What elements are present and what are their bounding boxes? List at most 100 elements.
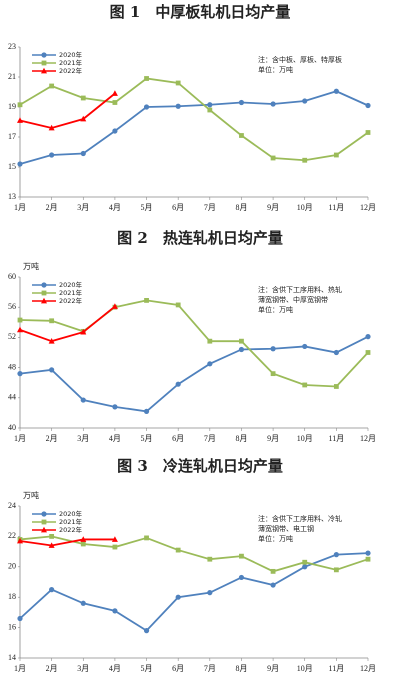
marker: [41, 526, 47, 533]
marker: [207, 107, 213, 113]
marker: [175, 80, 181, 86]
x-tick-label: 6月: [172, 664, 184, 673]
x-tick-label: 11月: [329, 664, 345, 673]
marker: [175, 547, 181, 553]
marker: [41, 282, 47, 288]
legend-label: 2020年: [59, 509, 83, 518]
y-tick-label: 16: [8, 622, 16, 631]
x-tick-label: 1月: [14, 203, 26, 212]
marker: [175, 103, 181, 109]
series-line: [19, 77, 369, 162]
marker: [41, 297, 47, 304]
y-tick-label: 17: [8, 132, 16, 141]
note: 注：含供下工序用料、热轧: [258, 285, 342, 294]
marker: [207, 338, 213, 344]
note: 单位：万吨: [258, 534, 293, 543]
x-tick-label: 2月: [46, 664, 58, 673]
note: 薄宽钢带、电工钢: [258, 524, 314, 533]
x-tick-label: 11月: [329, 203, 345, 212]
marker: [41, 511, 47, 517]
y-tick-label: 40: [8, 423, 16, 432]
x-tick-label: 6月: [172, 434, 184, 443]
marker: [239, 553, 244, 559]
marker: [41, 60, 47, 66]
y-tick-label: 14: [8, 653, 16, 662]
x-tick-label: 9月: [267, 203, 279, 212]
x-tick-label: 1月: [14, 664, 26, 673]
y-tick-label: 18: [8, 592, 16, 601]
y-axis-label: 万吨: [23, 490, 39, 500]
marker: [111, 303, 118, 309]
x-tick-label: 6月: [172, 203, 184, 212]
marker: [49, 587, 55, 593]
marker: [17, 117, 23, 123]
marker: [207, 102, 213, 108]
marker: [270, 371, 276, 377]
marker: [17, 102, 23, 108]
y-tick-label: 21: [8, 72, 16, 81]
series-line: [19, 92, 116, 129]
marker: [80, 328, 87, 335]
marker: [41, 67, 47, 74]
chart-title: 图 1 中厚板轧机日均产量: [110, 3, 291, 21]
marker: [144, 76, 149, 81]
marker: [238, 99, 245, 106]
y-tick-label: 52: [8, 332, 16, 341]
marker: [17, 317, 23, 323]
marker: [333, 152, 339, 158]
marker: [112, 544, 118, 550]
y-tick-label: 22: [8, 531, 16, 540]
marker: [49, 152, 55, 158]
x-tick-label: 9月: [267, 664, 279, 673]
marker: [302, 559, 308, 565]
marker: [144, 535, 149, 541]
marker: [80, 397, 86, 403]
marker: [238, 346, 245, 353]
marker: [270, 346, 276, 352]
marker: [48, 542, 55, 548]
marker: [207, 590, 213, 596]
x-tick-label: 4月: [109, 664, 121, 673]
marker: [49, 367, 55, 373]
marker: [80, 600, 86, 606]
x-tick-label: 10月: [297, 664, 313, 673]
y-tick-label: 20: [8, 562, 16, 571]
y-tick-label: 24: [8, 501, 16, 510]
marker: [17, 537, 23, 544]
marker: [80, 95, 86, 101]
note: 注：含中板、厚板、特厚板: [258, 55, 342, 64]
marker: [270, 568, 276, 574]
legend-label: 2021年: [59, 288, 83, 297]
marker: [143, 408, 150, 414]
series-line: [19, 299, 369, 388]
marker: [112, 404, 118, 410]
marker: [143, 628, 150, 634]
marker: [112, 128, 118, 134]
chart-title: 图 3 冷连轧机日均产量: [117, 457, 283, 475]
x-tick-label: 1月: [14, 434, 26, 443]
note: 注：含供下工序用料、冷轧: [258, 514, 342, 523]
x-tick-label: 9月: [267, 434, 279, 443]
x-tick-label: 7月: [204, 664, 216, 673]
marker: [302, 98, 308, 104]
marker: [302, 382, 308, 388]
y-tick-label: 19: [8, 102, 16, 111]
x-tick-label: 12月: [360, 664, 376, 673]
y-tick-label: 60: [8, 272, 16, 281]
series-line: [19, 538, 115, 547]
marker: [17, 615, 23, 622]
x-tick-label: 5月: [141, 664, 153, 673]
marker: [239, 338, 244, 344]
y-axis-label: 万吨: [23, 261, 39, 271]
y-tick-label: 48: [8, 362, 16, 371]
marker: [144, 298, 149, 303]
note: 单位：万吨: [258, 65, 293, 74]
marker: [333, 552, 339, 558]
marker: [175, 594, 181, 600]
marker: [112, 608, 118, 614]
x-tick-label: 3月: [77, 664, 89, 673]
marker: [270, 101, 276, 107]
legend-label: 2022年: [59, 66, 83, 75]
marker: [112, 100, 118, 105]
